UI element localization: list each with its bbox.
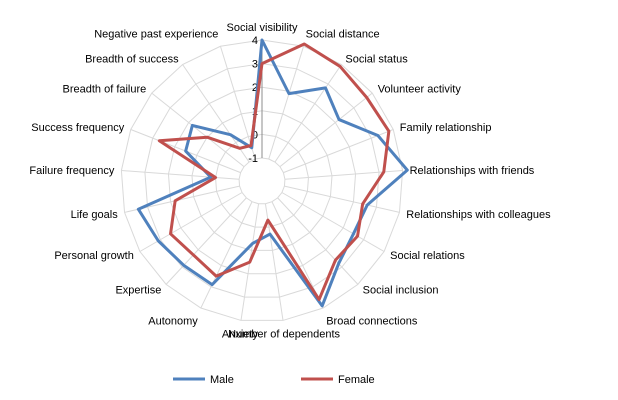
category-label: Social status — [345, 54, 408, 66]
category-label: Social inclusion — [363, 284, 439, 296]
grid-spoke — [182, 64, 250, 163]
category-label: Anxiety — [222, 328, 259, 340]
grid-spoke — [283, 129, 394, 174]
grid-ring — [215, 133, 309, 228]
category-label: Social distance — [306, 29, 380, 41]
grid-spoke — [165, 197, 247, 285]
radar-series — [136, 38, 409, 308]
grid-spoke — [279, 92, 373, 168]
category-label: Relationships with friends — [410, 165, 535, 177]
tick-label: 2 — [252, 82, 258, 94]
category-label: Number of dependents — [228, 328, 340, 340]
grid-spoke — [200, 201, 253, 309]
category-label: Breadth of success — [85, 54, 179, 66]
legend: Male Female — [173, 374, 375, 386]
grid-ring — [167, 86, 357, 275]
category-label: Social visibility — [227, 22, 298, 34]
grid-spoke — [268, 46, 305, 160]
category-label: Autonomy — [148, 315, 198, 327]
grid-ring — [144, 63, 380, 298]
category-label: Personal growth — [54, 250, 134, 262]
grid-spoke — [281, 192, 385, 252]
legend-label: Female — [338, 374, 375, 386]
grid-spoke — [274, 64, 342, 163]
radar-grid — [120, 39, 404, 321]
grid-spoke — [219, 46, 256, 160]
category-label: Family relationship — [400, 122, 492, 134]
grid-spoke — [284, 185, 400, 213]
grid-spoke — [277, 197, 359, 285]
grid-spoke — [121, 169, 240, 180]
category-label: Broad connections — [326, 315, 418, 327]
tick-label: 0 — [252, 129, 258, 141]
category-label: Breadth of failure — [63, 84, 147, 96]
grid-ring — [238, 157, 286, 205]
category-label: Negative past experience — [94, 29, 218, 41]
category-label: Volunteer activity — [378, 84, 462, 96]
category-label: Relationships with colleagues — [406, 209, 551, 221]
category-label: Social relations — [390, 250, 465, 262]
category-label: Life goals — [71, 209, 119, 221]
category-labels: Social visibility Social distance Social s… — [29, 22, 551, 340]
tick-label: 4 — [252, 35, 258, 47]
grid-spoke — [139, 192, 243, 252]
tick-label: 3 — [252, 59, 258, 71]
grid-ring — [191, 110, 333, 251]
category-label: Failure frequency — [29, 165, 114, 177]
legend-label: Male — [210, 374, 234, 386]
series-line-female — [157, 42, 391, 302]
grid-spoke — [151, 92, 245, 168]
grid-ring — [120, 39, 404, 321]
category-label: Expertise — [115, 284, 161, 296]
tick-label: -1 — [248, 153, 258, 165]
category-label: Success frequency — [31, 122, 124, 134]
